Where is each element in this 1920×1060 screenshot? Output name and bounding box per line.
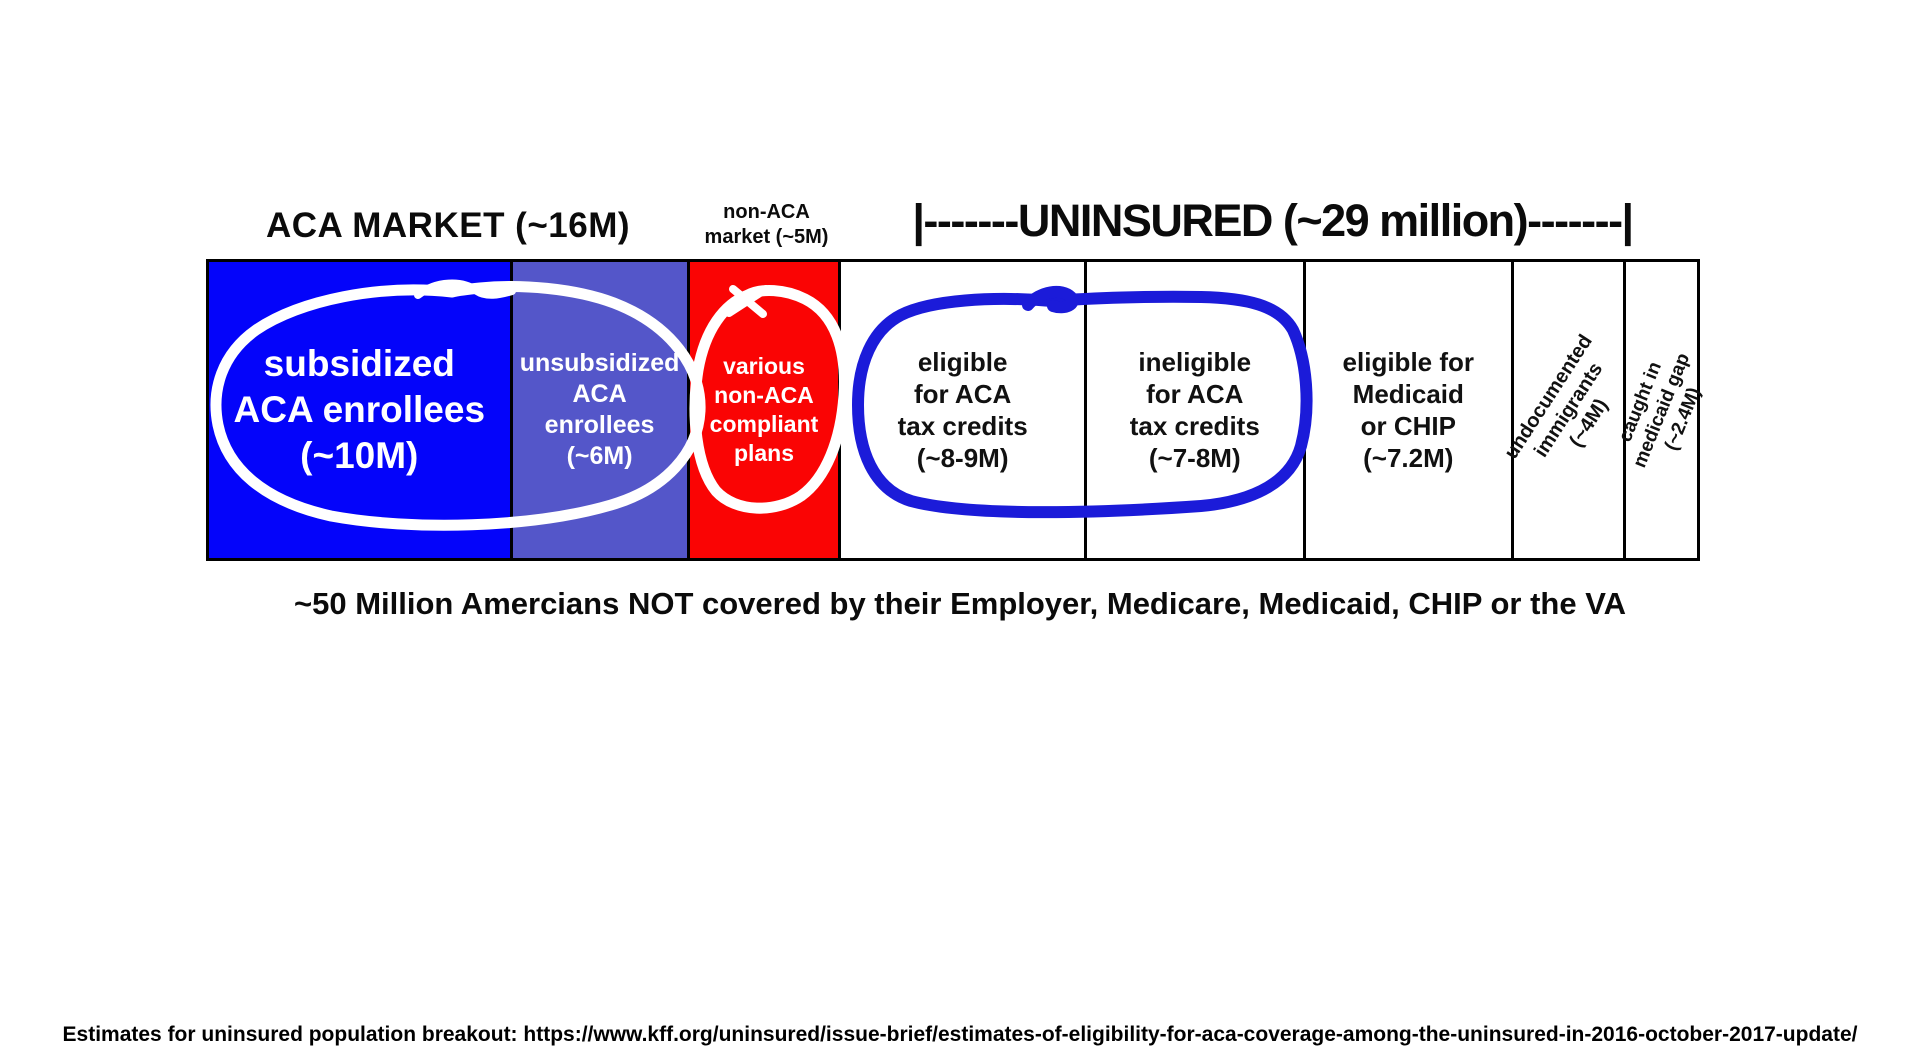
segment-caught-medicaid-gap: caught in medicaid gap (~2.4M) bbox=[1614, 262, 1705, 558]
non-aca-market-heading: non-ACA market (~5M) bbox=[688, 200, 845, 250]
segment-label-line: ACA enrollees bbox=[233, 389, 486, 430]
uninsured-heading: |-------UNINSURED (~29 million)-------| bbox=[912, 195, 1634, 246]
segment-value-label: (~7.2M) bbox=[1363, 443, 1454, 473]
segment-undocumented-immigrants: undocumented immigrants (~4M) bbox=[1500, 262, 1626, 558]
caption: ~50 Million Amercians NOT covered by the… bbox=[294, 586, 1626, 621]
segment-label: unsubsidized ACA enrollees (~6M) bbox=[520, 348, 680, 472]
segment-label-line: ACA bbox=[572, 380, 627, 408]
non-aca-market-heading-line1: non-ACA bbox=[723, 201, 810, 223]
segment-label-line: for ACA bbox=[914, 379, 1012, 409]
source-footer: Estimates for uninsured population break… bbox=[62, 1023, 1858, 1046]
non-aca-market-heading-line2: market (~5M) bbox=[704, 226, 829, 248]
segment-value-label: (~8-9M) bbox=[916, 443, 1009, 473]
segment-label: various non-ACA compliant plans bbox=[710, 352, 819, 468]
segment-label-line: enrollees bbox=[544, 411, 655, 439]
segment-label-line: unsubsidized bbox=[519, 349, 680, 377]
segment-label-line: tax credits bbox=[897, 411, 1028, 441]
segment-label-rotated: undocumented immigrants (~4M) bbox=[1499, 330, 1637, 489]
segment-label-line: non-ACA bbox=[714, 382, 814, 408]
segment-various-non-aca-plans: various non-ACA compliant plans bbox=[689, 262, 842, 558]
segment-label-line: compliant bbox=[709, 411, 819, 437]
segment-label: eligible for ACA tax credits (~8-9M) bbox=[898, 346, 1028, 474]
segment-label-line: eligible for bbox=[1342, 347, 1475, 377]
segment-label-line: plans bbox=[733, 440, 795, 466]
segment-eligible-medicaid-chip: eligible for Medicaid or CHIP (~7.2M) bbox=[1305, 262, 1514, 558]
segment-label-line: or CHIP bbox=[1360, 411, 1456, 441]
segment-label: eligible for Medicaid or CHIP (~7.2M) bbox=[1343, 346, 1474, 474]
segment-label-line: for ACA bbox=[1146, 379, 1244, 409]
segment-value-label: (~7-8M) bbox=[1148, 443, 1241, 473]
segment-label-line: eligible bbox=[917, 347, 1008, 377]
segment-eligible-aca-tax-credits: eligible for ACA tax credits (~8-9M) bbox=[841, 262, 1087, 558]
coverage-bar: subsidized ACA enrollees (~10M) unsubsid… bbox=[206, 259, 1705, 561]
segment-value-label: (~10M) bbox=[300, 435, 419, 476]
aca-market-heading: ACA MARKET (~16M) bbox=[265, 206, 631, 245]
segment-label-line: Medicaid bbox=[1352, 379, 1464, 409]
segment-label: subsidized ACA enrollees (~10M) bbox=[234, 341, 486, 479]
segment-subsidized-aca-enrollees: subsidized ACA enrollees (~10M) bbox=[209, 262, 513, 558]
segment-label-line: various bbox=[723, 353, 805, 379]
segment-label-line: subsidized bbox=[263, 343, 455, 384]
segment-label-line: ineligible bbox=[1138, 347, 1252, 377]
segment-ineligible-aca-tax-credits: ineligible for ACA tax credits (~7-8M) bbox=[1086, 262, 1306, 558]
segment-unsubsidized-aca-enrollees: unsubsidized ACA enrollees (~6M) bbox=[512, 262, 690, 558]
segment-label-line: tax credits bbox=[1129, 411, 1260, 441]
segment-value-label: (~6M) bbox=[566, 442, 633, 470]
segment-label: ineligible for ACA tax credits (~7-8M) bbox=[1130, 346, 1260, 474]
